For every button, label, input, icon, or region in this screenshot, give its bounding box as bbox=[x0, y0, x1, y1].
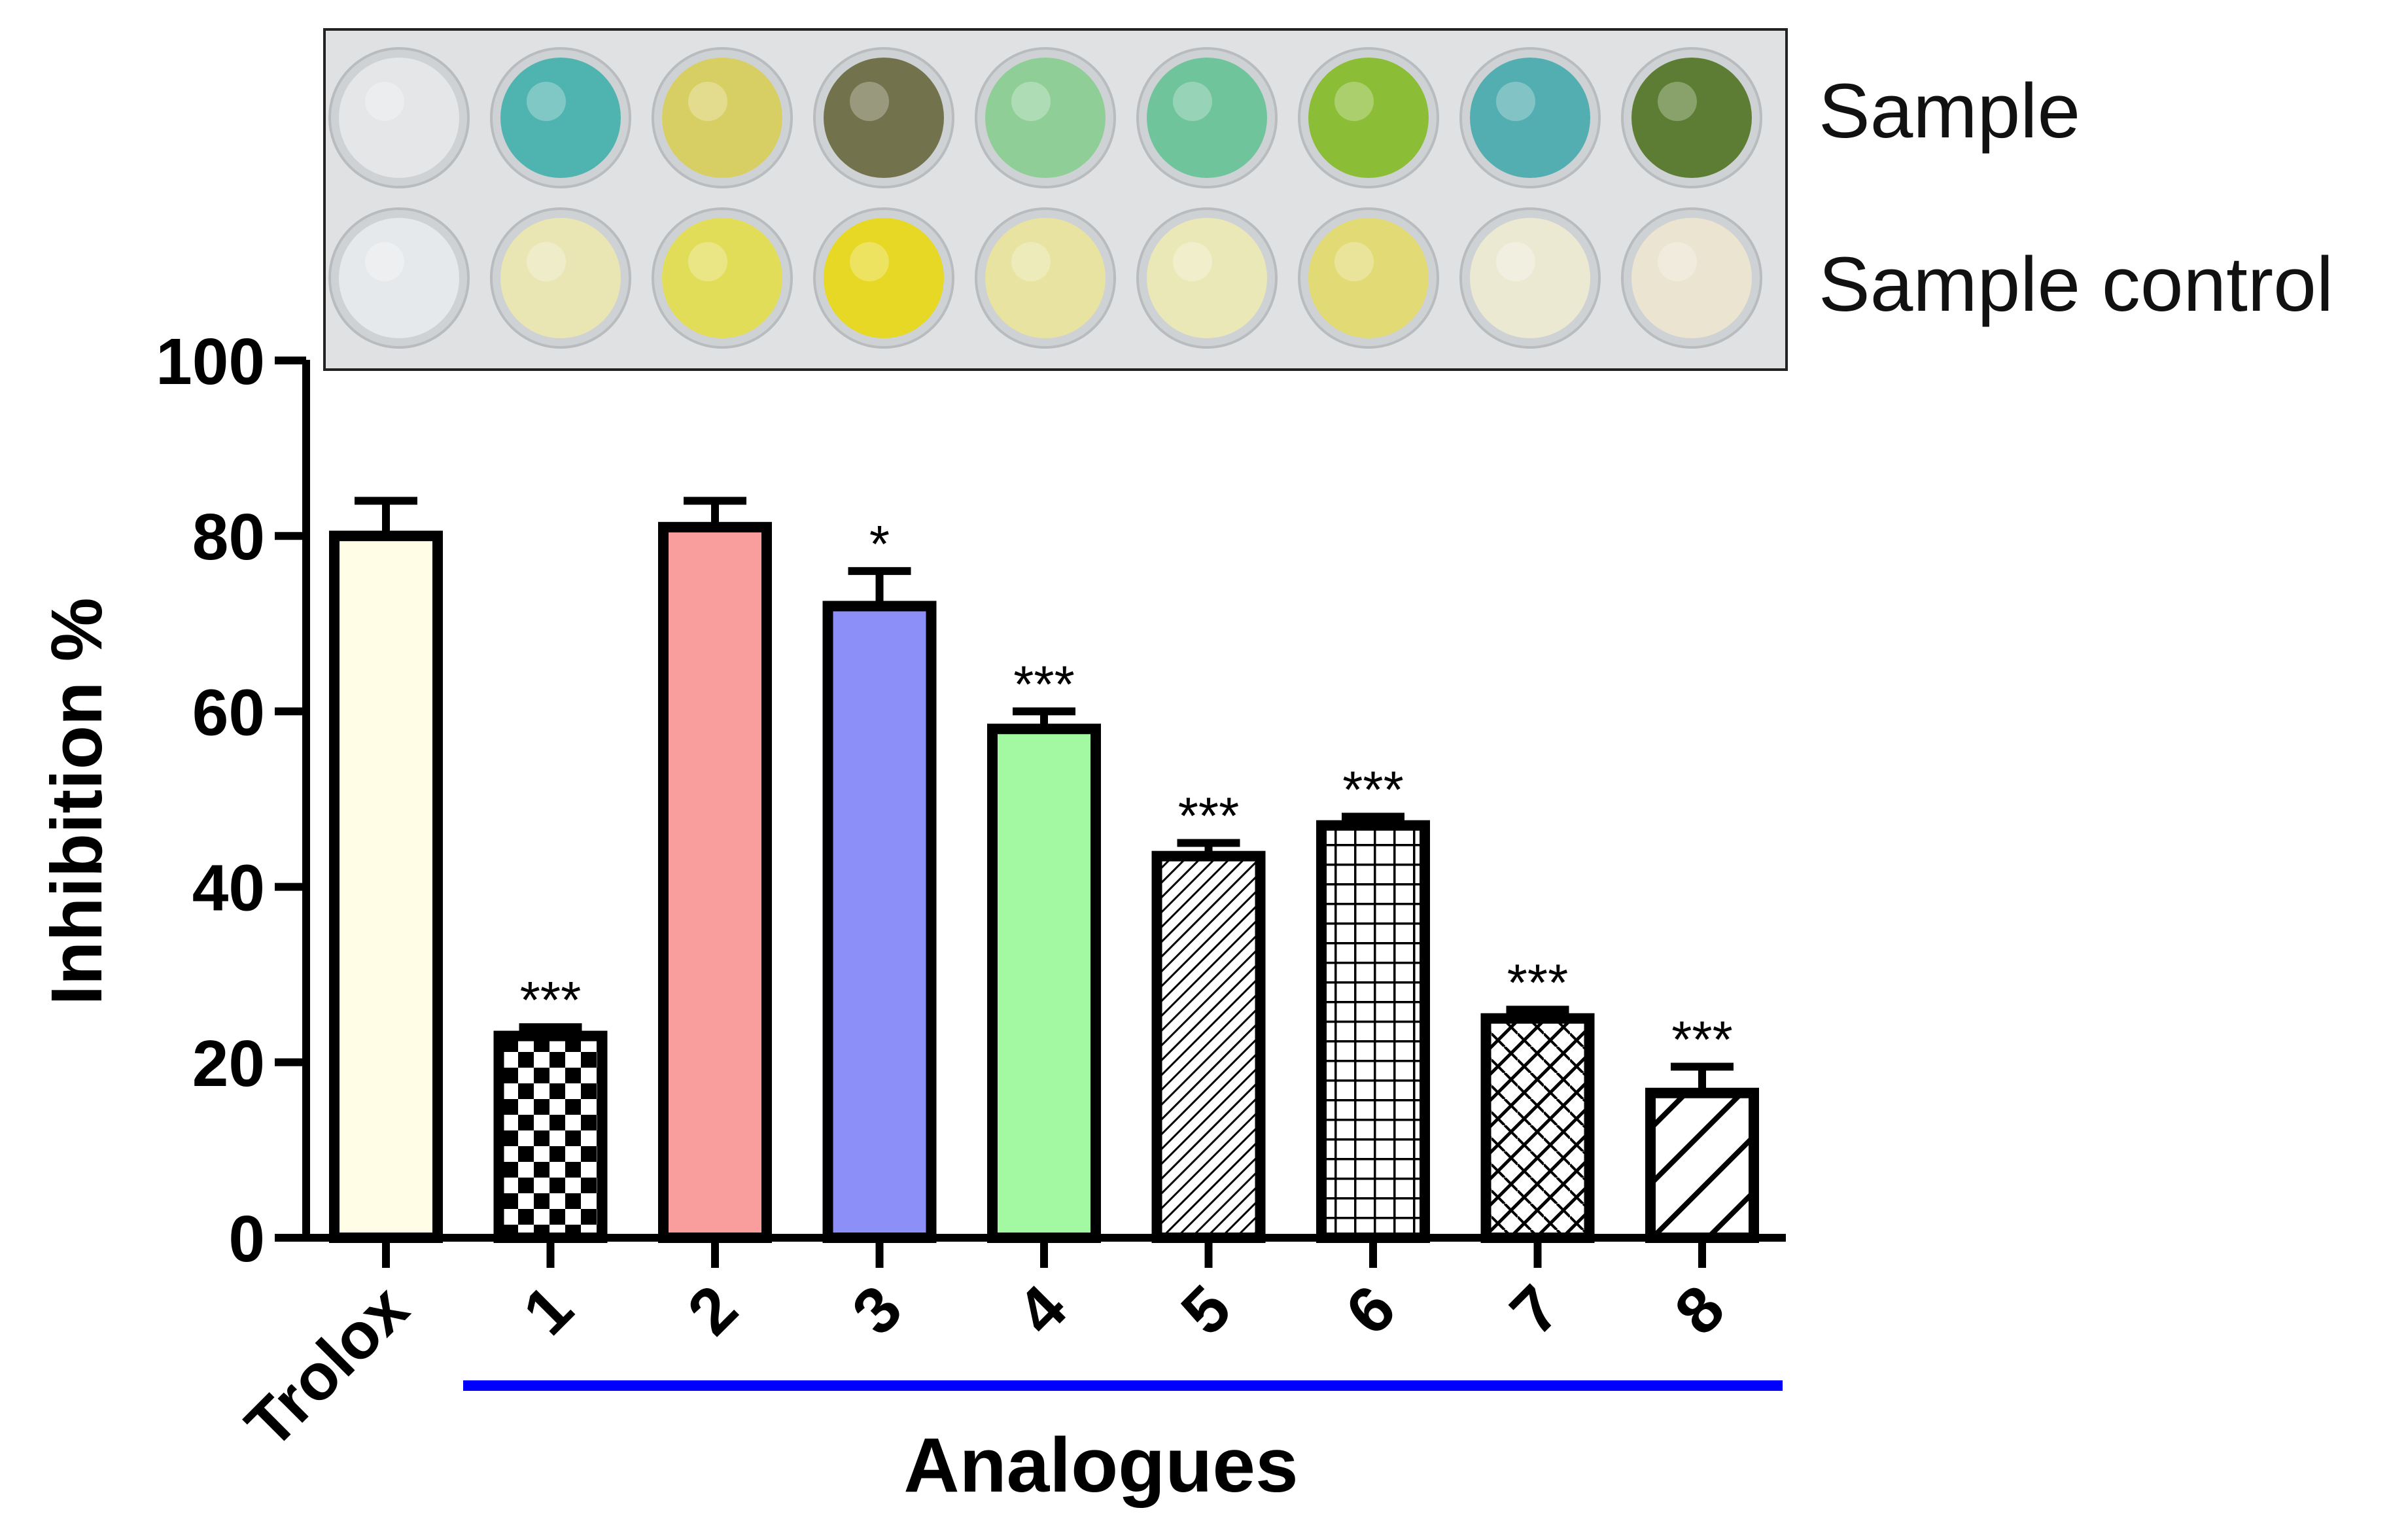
x-tick-label: 1 bbox=[510, 1271, 587, 1349]
bar-trolox bbox=[329, 531, 443, 1244]
y-tick-label: 20 bbox=[192, 1027, 265, 1100]
sample-well bbox=[1298, 47, 1439, 188]
sample-control-well bbox=[1298, 207, 1439, 349]
error-bar bbox=[1177, 839, 1240, 856]
error-bar bbox=[519, 1023, 582, 1036]
sample-control-well bbox=[975, 207, 1116, 349]
sample-well bbox=[1136, 47, 1278, 188]
significance-label: *** bbox=[1178, 787, 1239, 845]
error-bar bbox=[1506, 1006, 1569, 1019]
well-plate-photo bbox=[323, 28, 1788, 371]
sample-well bbox=[490, 47, 631, 188]
x-tick-label: Trolox bbox=[232, 1271, 422, 1461]
sample-control-well bbox=[490, 207, 631, 349]
error-bars-group bbox=[355, 497, 1734, 1093]
significance-label: *** bbox=[1013, 655, 1074, 713]
significance-label: *** bbox=[1342, 760, 1403, 818]
bar-5 bbox=[1151, 850, 1266, 1244]
y-tick-label: 80 bbox=[192, 500, 265, 574]
sample-well bbox=[813, 47, 954, 188]
error-bar bbox=[684, 497, 746, 527]
x-tick-label: 4 bbox=[1003, 1271, 1081, 1349]
bar-2 bbox=[658, 521, 772, 1243]
x-tick-label: 7 bbox=[1497, 1271, 1575, 1349]
error-bar bbox=[1342, 813, 1404, 826]
sample-control-well bbox=[328, 207, 470, 349]
bar-4 bbox=[987, 724, 1101, 1243]
bars-group bbox=[329, 521, 1759, 1244]
y-tick-label: 60 bbox=[192, 676, 265, 749]
bar-1 bbox=[493, 1030, 608, 1243]
bar-8 bbox=[1645, 1087, 1759, 1243]
y-tick-label: 100 bbox=[156, 325, 265, 398]
significance-label: * bbox=[869, 515, 890, 573]
sample-well bbox=[1621, 47, 1762, 188]
sample-control-well bbox=[1136, 207, 1278, 349]
sample-well bbox=[975, 47, 1116, 188]
bar-7 bbox=[1480, 1013, 1595, 1243]
sample-control-well bbox=[652, 207, 793, 349]
x-tick-label: 6 bbox=[1332, 1271, 1410, 1349]
row-label-sample: Sample bbox=[1819, 68, 2080, 154]
x-tick-label: 2 bbox=[674, 1271, 752, 1349]
significance-label: *** bbox=[520, 971, 581, 1029]
bar-6 bbox=[1316, 820, 1430, 1243]
sample-well bbox=[652, 47, 793, 188]
significance-label: *** bbox=[1671, 1011, 1732, 1069]
significance-label: *** bbox=[1507, 953, 1568, 1011]
sample-well bbox=[1459, 47, 1601, 188]
x-tick-label: 5 bbox=[1168, 1271, 1246, 1349]
sample-wells-row bbox=[328, 47, 1762, 188]
error-bar bbox=[1671, 1062, 1734, 1093]
error-bar bbox=[1013, 707, 1075, 729]
sample-control-wells-row bbox=[328, 207, 1762, 349]
x-tick-label: 8 bbox=[1661, 1271, 1739, 1349]
sample-well bbox=[328, 47, 470, 188]
error-bar bbox=[355, 497, 417, 536]
y-tick-label: 40 bbox=[192, 852, 265, 925]
sample-control-well bbox=[1459, 207, 1601, 349]
sample-control-well bbox=[813, 207, 954, 349]
y-axis-title: Inhibition % bbox=[37, 597, 117, 1005]
x-tick-label: 3 bbox=[839, 1271, 916, 1349]
y-ticks-group: 0 20 40 60 80 100 bbox=[156, 325, 306, 1276]
x-axis-title: Analogues bbox=[903, 1422, 1298, 1509]
error-bar bbox=[848, 567, 911, 606]
bar-3 bbox=[822, 601, 937, 1243]
significance-labels-group: ********** ********* bbox=[520, 515, 1733, 1069]
row-label-sample-control: Sample control bbox=[1819, 241, 2333, 328]
y-tick-label: 0 bbox=[228, 1202, 265, 1276]
sample-control-well bbox=[1621, 207, 1762, 349]
